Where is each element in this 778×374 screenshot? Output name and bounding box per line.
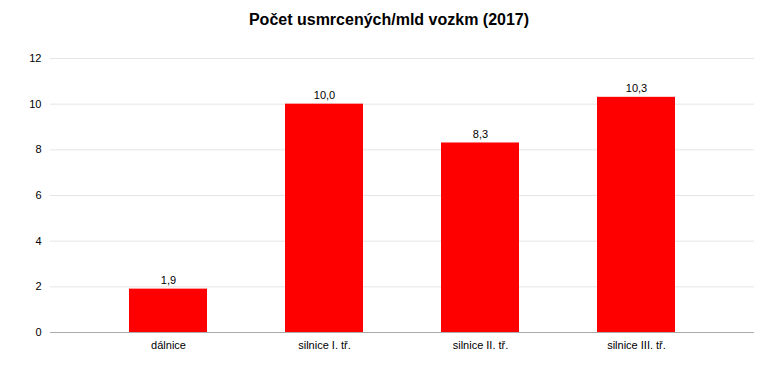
svg-text:silnice II. tř.: silnice II. tř. <box>453 339 509 351</box>
svg-text:8,3: 8,3 <box>473 128 488 140</box>
svg-text:0: 0 <box>35 326 41 338</box>
svg-text:4: 4 <box>35 235 41 247</box>
svg-text:6: 6 <box>35 189 41 201</box>
svg-text:10: 10 <box>29 98 41 110</box>
svg-text:8: 8 <box>35 143 41 155</box>
svg-text:2: 2 <box>35 280 41 292</box>
html-text:Počet usmrcených/mld vozkm (20: Počet usmrcených/mld vozkm (2017) <box>248 11 529 28</box>
svg-text:10,3: 10,3 <box>626 82 647 94</box>
svg-text:silnice III. tř.: silnice III. tř. <box>607 339 666 351</box>
svg-text:1,9: 1,9 <box>161 274 176 286</box>
svg-text:12: 12 <box>29 52 41 64</box>
svg-text:10,0: 10,0 <box>314 89 335 101</box>
svg-text:silnice I. tř.: silnice I. tř. <box>298 339 351 351</box>
svg-text:dálnice: dálnice <box>151 339 186 351</box>
